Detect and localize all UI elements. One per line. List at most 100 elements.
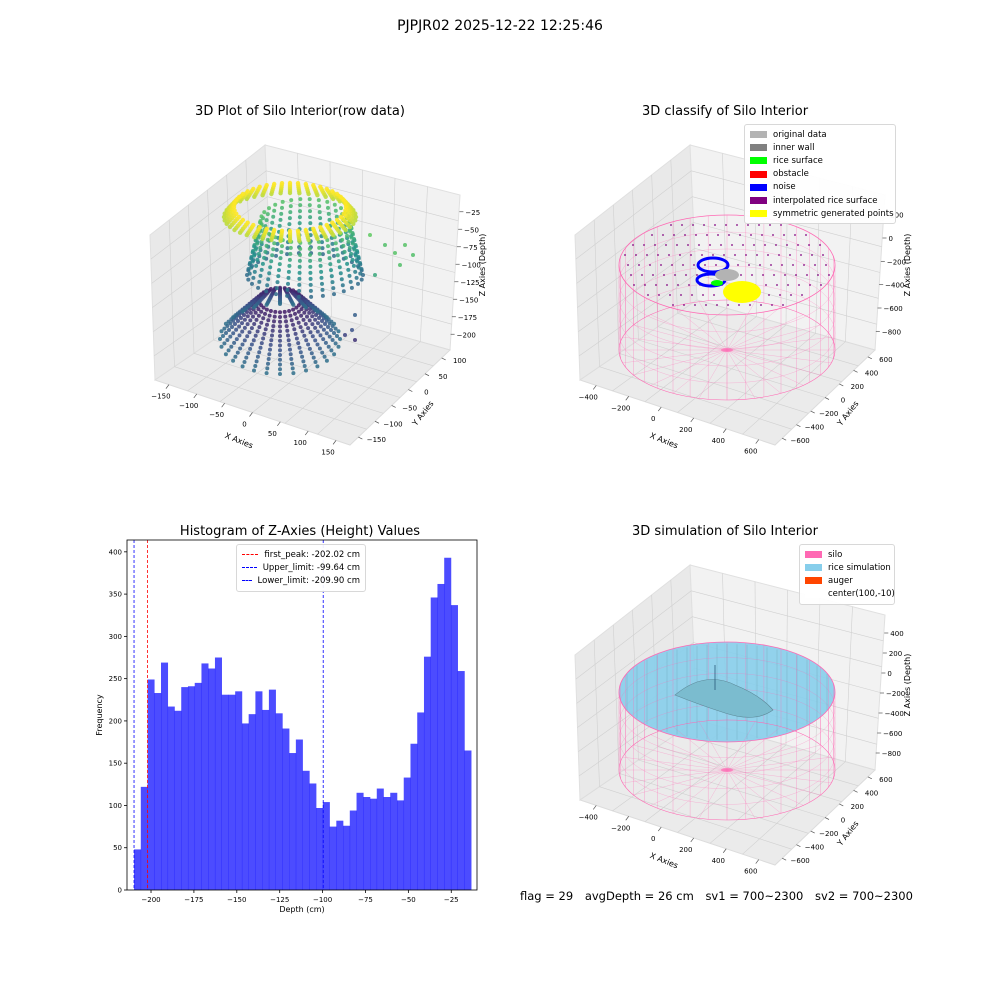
data-point [264, 218, 269, 223]
interpolated-point [792, 264, 794, 266]
data-point [368, 233, 372, 237]
data-point [317, 251, 322, 256]
interpolated-point [765, 284, 767, 286]
interpolated-point [703, 224, 705, 226]
data-point [353, 338, 357, 342]
data-point [323, 340, 328, 345]
data-point [274, 292, 278, 297]
data-point [263, 311, 267, 316]
interpolated-point [717, 234, 719, 236]
interpolated-point [704, 264, 706, 266]
data-point [264, 307, 269, 312]
data-point [259, 267, 264, 272]
data-point [234, 198, 239, 203]
y-tick-label: −200 [819, 830, 838, 838]
interpolated-point [691, 294, 693, 296]
data-point [240, 321, 244, 326]
silo-floor-line [698, 769, 728, 819]
data-point [252, 253, 257, 258]
data-point [299, 313, 304, 318]
data-point [318, 333, 323, 338]
legend-entry: rice surface [750, 154, 890, 167]
data-point [335, 253, 340, 258]
histogram-bar [208, 668, 216, 890]
data-point [326, 211, 331, 216]
z-tick-label: −600 [884, 305, 903, 313]
data-point [234, 337, 239, 342]
x-tick [625, 816, 630, 821]
silo-floor-line [726, 349, 832, 364]
interpolated-point [709, 244, 711, 246]
interpolated-point [728, 234, 730, 236]
data-point [330, 189, 335, 194]
legend-swatch [750, 144, 767, 152]
data-point [302, 333, 307, 338]
legend-label: Upper_limit: -99.64 cm [262, 562, 360, 573]
data-point [240, 309, 245, 314]
y-tick [374, 420, 380, 424]
data-point [326, 325, 330, 329]
data-point [287, 222, 292, 227]
data-point [307, 318, 312, 323]
data-point [278, 315, 282, 319]
data-point [318, 225, 323, 230]
data-point [255, 257, 260, 262]
interpolated-point [772, 234, 774, 236]
data-point [264, 302, 269, 307]
silo-floor-line [726, 769, 756, 819]
grid-line [742, 761, 846, 855]
plot1-title: 3D Plot of Silo Interior(row data) [195, 104, 405, 119]
histogram-bar [302, 770, 310, 890]
data-point [257, 279, 262, 284]
x-tick-label: −100 [313, 896, 332, 904]
data-point [275, 241, 280, 246]
x-tick-label: 50 [268, 430, 277, 438]
legend-label: noise [773, 182, 796, 193]
y-tick [796, 844, 801, 847]
data-point [244, 355, 249, 360]
data-point [232, 201, 237, 206]
interpolated-point [778, 254, 780, 256]
histogram-bar [343, 825, 351, 890]
x-tick-label: −150 [227, 896, 246, 904]
z-tick-label: −600 [883, 730, 902, 738]
data-point [265, 283, 270, 288]
data-point [411, 253, 415, 257]
data-point [285, 287, 290, 292]
data-point [297, 221, 302, 226]
data-point [232, 208, 237, 213]
silo-floor-line [726, 721, 756, 771]
interpolated-point [737, 264, 739, 266]
data-point [341, 243, 346, 248]
legend-swatch [750, 183, 767, 191]
x-tick [625, 396, 630, 401]
data-point [256, 251, 261, 256]
data-point [231, 204, 237, 210]
x-tick [722, 428, 727, 433]
data-point [255, 329, 260, 334]
z-tick-label: −200 [887, 258, 906, 266]
legend-swatch [805, 590, 822, 598]
z-tick-label: −400 [885, 282, 904, 290]
interpolated-point [666, 284, 668, 286]
interpolated-point [781, 264, 783, 266]
interpolated-point [800, 254, 802, 256]
data-point [329, 268, 333, 273]
data-point [341, 198, 346, 203]
data-point [328, 262, 333, 267]
data-point [297, 215, 302, 220]
data-point [229, 344, 234, 349]
histogram-bar [214, 657, 222, 890]
data-point [278, 310, 282, 315]
data-point [273, 202, 278, 207]
data-point [350, 328, 354, 332]
data-point [305, 314, 309, 319]
y-tick-label: 200 [851, 803, 864, 811]
data-point [349, 285, 354, 290]
symmetric-points [723, 281, 761, 303]
data-point [255, 354, 260, 359]
data-point [318, 324, 323, 329]
data-point [296, 309, 301, 314]
histogram-bar [329, 826, 337, 890]
x-tick [690, 837, 695, 843]
